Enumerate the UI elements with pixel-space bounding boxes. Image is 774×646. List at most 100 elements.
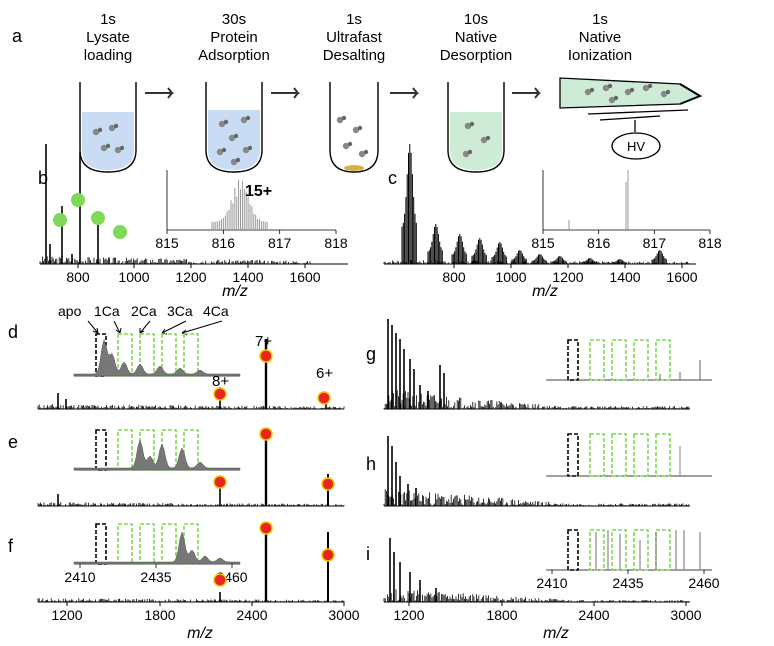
protein-particle	[113, 123, 119, 129]
protein-particle	[114, 146, 122, 154]
apo-box	[567, 433, 579, 477]
red-marker	[259, 427, 273, 441]
protein-particle	[608, 96, 616, 104]
tick-label: 1200	[552, 269, 583, 285]
noise-trace	[37, 598, 345, 602]
apo-box	[95, 523, 107, 565]
calcium-box	[117, 523, 133, 565]
inset-profile	[73, 338, 241, 377]
hv-source	[611, 132, 661, 160]
protein-particle	[629, 87, 635, 93]
inset-tick-label: 2460	[688, 575, 719, 591]
protein-particle	[245, 115, 251, 121]
axis-c-ticks: 800 1000 1200 1400 1600	[442, 264, 698, 285]
protein-particle	[485, 135, 491, 141]
calcium-box	[117, 429, 133, 471]
noise-trace	[383, 489, 690, 506]
arrow-icon	[161, 320, 187, 335]
step-label-line1: Native	[579, 29, 622, 46]
step-label-line2: Desorption	[440, 47, 513, 64]
tick-label: 2400	[236, 607, 267, 623]
calcium-label-3ca: 3Ca	[167, 303, 193, 319]
inset-tick-label: 818	[698, 235, 722, 251]
tick-label: 1600	[666, 269, 697, 285]
calcium-box	[611, 339, 627, 381]
protein-particle	[347, 141, 353, 147]
protein-particle	[584, 88, 592, 96]
tick-label: 1200	[393, 607, 424, 623]
calcium-box	[183, 333, 199, 377]
calcium-box	[589, 433, 605, 477]
red-marker	[213, 475, 227, 489]
calcium-label-apo: apo	[58, 303, 82, 319]
noise-trace	[383, 589, 690, 602]
step-label-line1: Ultrafast	[326, 29, 383, 46]
panel-letter-c: c	[388, 168, 397, 188]
calcium-label-4ca: 4Ca	[203, 303, 229, 319]
protein-particle	[233, 133, 239, 139]
inset-tick-label: 816	[587, 235, 611, 251]
red-marker	[321, 477, 335, 491]
protein-particle	[105, 143, 111, 149]
protein-particle	[363, 149, 369, 155]
apo-box	[567, 339, 579, 381]
tick-label: 1800	[144, 607, 175, 623]
noise-trace	[37, 404, 345, 409]
tick-label: 1000	[118, 269, 149, 285]
red-marker	[259, 349, 273, 363]
red-marker	[213, 573, 227, 587]
noise-trace	[383, 390, 690, 409]
calcium-box	[655, 339, 671, 381]
protein-particle	[97, 127, 103, 133]
panel-letter-b: b	[38, 168, 48, 188]
protein-particle	[665, 89, 671, 95]
protein-particle	[624, 88, 632, 96]
step-label-line1: Lysate	[86, 29, 130, 46]
spectrum-g	[383, 319, 690, 409]
inset-c: 815 816 817 818	[531, 170, 722, 251]
green-marker	[113, 225, 127, 239]
charge-state-label: 15+	[245, 183, 272, 200]
panel-letter-e: e	[8, 432, 18, 452]
protein-particles	[92, 83, 671, 166]
axis-f-xlabel: m/z	[187, 625, 213, 642]
protein-particle	[342, 142, 350, 150]
axis-b-ticks: 800 1000 1200 1400 1600	[66, 264, 321, 285]
apo-box	[567, 529, 579, 571]
panel-letter-g: g	[366, 344, 376, 364]
red-marker	[213, 387, 227, 401]
protein-particle	[223, 119, 229, 125]
inset-tick-label: 2435	[612, 575, 643, 591]
protein-particle	[216, 148, 224, 156]
red-marker	[259, 521, 273, 535]
protein-particle	[462, 150, 470, 158]
calcium-box	[139, 523, 155, 565]
arrow-icon	[390, 87, 420, 99]
protein-particle	[92, 128, 100, 136]
tube-desorption	[447, 82, 505, 173]
green-marker	[53, 213, 67, 227]
tick-label: 1000	[495, 269, 526, 285]
apo-box	[95, 429, 107, 471]
workflow-arrows	[145, 87, 542, 99]
tick-label: 1400	[609, 269, 640, 285]
step-label-line1: Protein	[210, 29, 258, 46]
arrow-icon	[181, 320, 223, 336]
step-time: 1s	[346, 11, 362, 28]
inset-tick-label: 816	[212, 235, 236, 251]
step-label-line1: Native	[455, 29, 498, 46]
spectrum-b	[39, 144, 311, 264]
protein-particle	[613, 95, 619, 101]
inset-tick-label: 2435	[140, 569, 171, 585]
charge-state-markers	[213, 349, 335, 587]
protein-particle	[352, 126, 360, 134]
tick-label: 800	[442, 269, 466, 285]
protein-particle	[589, 87, 595, 93]
calcium-labels: apo 1Ca 2Ca 3Ca 4Ca	[58, 303, 229, 336]
protein-particle	[240, 116, 248, 124]
tube-desalting	[329, 82, 379, 173]
protein-particle	[221, 147, 227, 153]
inset-tick-label: 817	[643, 235, 667, 251]
inset-b: 815 816 817 818	[155, 170, 348, 251]
